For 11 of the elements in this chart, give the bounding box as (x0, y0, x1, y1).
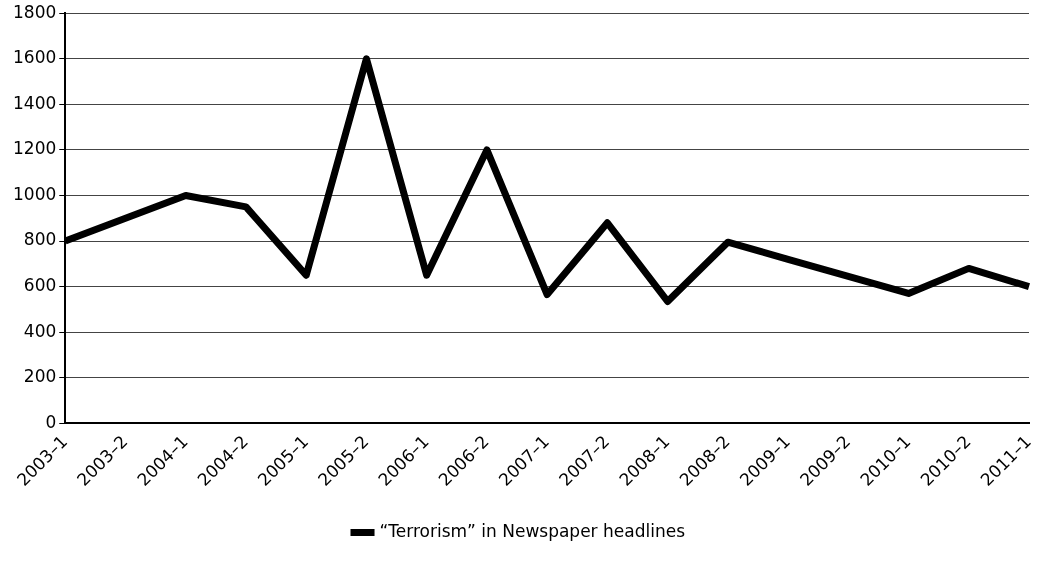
y-tick-label: 200 (23, 366, 57, 387)
y-tick-label: 0 (45, 411, 57, 432)
legend-label: “Terrorism” in Newspaper headlines (379, 520, 686, 541)
y-tick-label: 1000 (13, 183, 57, 204)
y-tick-label: 400 (23, 320, 57, 341)
y-tick-label: 1600 (13, 47, 57, 68)
y-tick-label: 600 (23, 275, 57, 296)
y-tick-label: 1200 (13, 138, 57, 159)
y-tick-label: 800 (23, 229, 57, 250)
y-tick-label: 1400 (13, 92, 57, 113)
y-tick-label: 1800 (13, 1, 57, 22)
